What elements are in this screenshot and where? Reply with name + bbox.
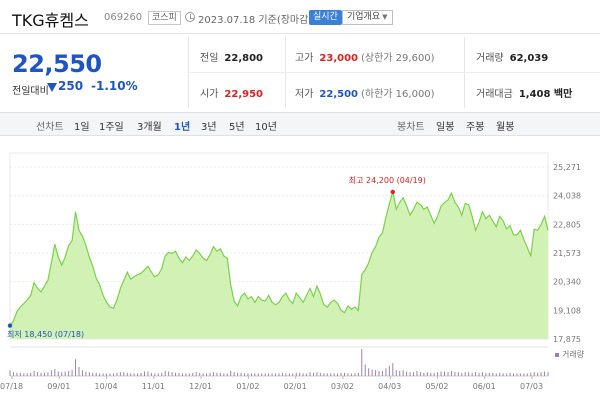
chevron-down-icon: ▼ [382,13,388,21]
stat-volume: 거래량 62,039 [476,49,548,64]
y-tick-label: 24,038 [553,192,581,201]
y-tick-label: 25,271 [553,163,581,172]
x-tick-label: 12/01 [189,382,212,391]
stock-name: TKG휴켐스 [12,11,89,30]
candle-weekly[interactable]: 주봉 [466,122,485,133]
high-label: 최고 24,200 (04/19) [349,175,426,185]
low-marker [7,323,13,328]
market-badge: 코스피 [148,11,181,25]
volume-legend-swatch [555,353,559,357]
stat-open: 시가 22,950 [200,85,263,100]
price-line [9,191,549,326]
candle-daily[interactable]: 일봉 [436,122,455,133]
down-triangle-icon [47,83,57,92]
stat-label: 고가 [295,53,314,64]
period-5y[interactable]: 5년 [229,122,245,133]
quote-date: 2023.07.18 기준(장마감) [198,15,313,26]
x-tick-label: 11/01 [142,382,165,391]
period-bar: 선차트 1일 1주일 3개월 1년 3년 5년 10년 봉차트 일봉 주봉 월봉 [0,112,600,136]
stats-grid: 전일 22,800 고가 23,000 (상한가 29,600) 거래량 62,039 … [188,35,600,110]
x-tick-label: 05/02 [425,382,448,391]
period-3m[interactable]: 3개월 [137,122,162,133]
stat-sub: (하한가 16,000) [361,89,435,100]
y-tick-label: 17,875 [553,335,581,344]
stat-value: 23,000 [319,53,358,64]
period-1d[interactable]: 1일 [74,122,90,133]
stat-trade-amount: 거래대금 1,408 백만 [476,85,572,100]
x-tick-label: 06/01 [473,382,496,391]
candle-monthly[interactable]: 월봉 [496,122,515,133]
x-tick-label: 10/04 [95,382,118,391]
x-tick-label: 03/02 [331,382,354,391]
realtime-button[interactable]: 실시간 [309,10,342,25]
clock-icon [185,12,195,22]
change-label: 전일대비 [12,86,49,97]
stat-label: 전일 [200,53,219,64]
stat-label: 거래대금 [476,89,513,100]
stat-label: 시가 [200,89,219,100]
y-tick-label: 21,573 [553,249,581,258]
stat-high: 고가 23,000 (상한가 29,600) [295,49,435,64]
candle-chart-label: 봉차트 [397,122,425,133]
volume-legend-label: 거래량 [562,349,585,359]
stat-value: 22,500 [319,89,358,100]
price-chart[interactable]: 17,875 19,108 20,340 21,573 22,805 24,038 25,2… [0,140,600,412]
stat-value: 1,408 백만 [518,89,573,100]
quote-header: TKG휴켐스 069260 코스피 2023.07.18 기준(장마감) 실시간… [0,0,600,34]
stat-label: 저가 [295,89,314,100]
period-1w[interactable]: 1주일 [99,122,124,133]
high-marker [390,189,396,195]
stock-code: 069260 [104,12,143,23]
y-tick-label: 19,108 [553,306,581,315]
x-tick-label: 07/18 [0,382,23,391]
divider [188,72,600,73]
low-label: 최저 18,450 (07/18) [7,329,84,339]
line-chart-label: 선차트 [36,122,64,133]
stat-value: 22,800 [224,53,263,64]
x-tick-label: 07/03 [520,382,543,391]
x-tick-label: 09/01 [47,382,70,391]
corp-info-dropdown[interactable]: 기업개요 ▼ [342,10,393,25]
stat-sub: (상한가 29,600) [361,53,435,64]
stat-low: 저가 22,500 (하한가 16,000) [295,85,435,100]
change-value: 250 [58,79,84,93]
period-1y[interactable]: 1년 [174,122,191,133]
current-price: 22,550 [12,50,102,78]
y-tick-label: 20,340 [553,278,581,287]
y-tick-label: 22,805 [553,220,581,229]
stat-value: 22,950 [224,89,263,100]
stat-value: 62,039 [509,53,549,64]
corp-info-label: 기업개요 [347,12,381,22]
period-10y[interactable]: 10년 [255,122,277,133]
change-rate: -1.10% [91,79,138,93]
price-area [10,191,548,339]
stat-label: 거래량 [476,53,504,64]
x-tick-label: 02/01 [284,382,307,391]
x-tick-label: 01/02 [236,382,259,391]
period-3y[interactable]: 3년 [201,122,217,133]
x-tick-label: 04/03 [378,382,401,391]
stat-prev-close: 전일 22,800 [200,49,263,64]
